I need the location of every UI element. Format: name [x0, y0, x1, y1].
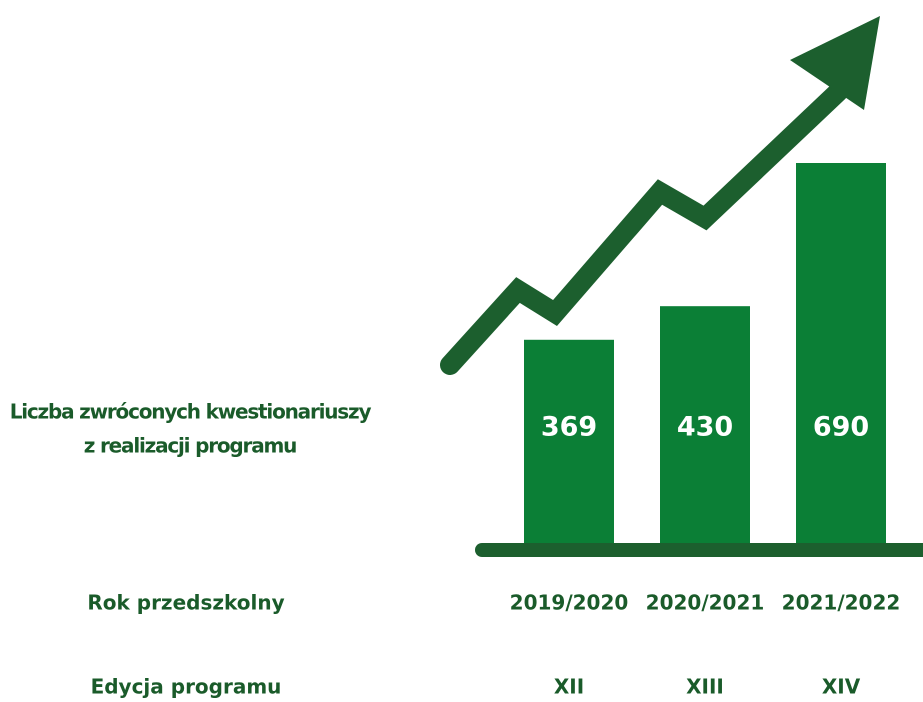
value-label: 369 [541, 412, 597, 443]
edition-label: XIII [686, 675, 724, 699]
bar [796, 163, 886, 543]
category-label: 2020/2021 [646, 591, 765, 615]
category-label: 2021/2022 [782, 591, 901, 615]
category-label: 2019/2020 [510, 591, 629, 615]
value-label: 690 [813, 412, 869, 443]
bar [524, 339, 614, 543]
value-caption: z realizacji programu [84, 434, 296, 458]
edition-label: XIV [822, 675, 861, 699]
edition-label: XII [554, 675, 584, 699]
value-caption: Liczba zwróconych kwestionariuszy [10, 400, 372, 424]
trend-arrow [440, 82, 848, 375]
trend-arrow-head [790, 16, 880, 110]
value-label: 430 [677, 412, 733, 443]
bar [660, 306, 750, 543]
edition-caption: Edycja programu [91, 675, 282, 699]
category-caption: Rok przedszkolny [87, 591, 284, 615]
